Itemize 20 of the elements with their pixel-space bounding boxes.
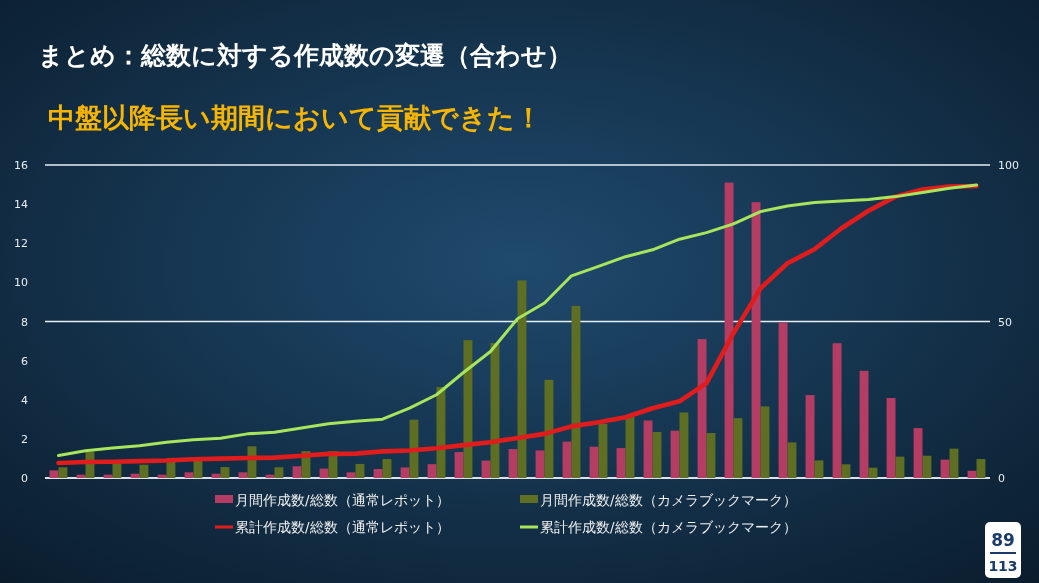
legend-label: 月間作成数/総数（通常レポット） bbox=[235, 492, 450, 508]
y-tick-label: 10 bbox=[14, 276, 28, 290]
chart-title: まとめ：総数に対する作成数の変遷（合わせ） bbox=[38, 41, 572, 70]
text: 89 bbox=[991, 530, 1015, 550]
y-tick-label: 0 bbox=[21, 472, 28, 485]
text: 113 bbox=[988, 558, 1018, 574]
y-tick-label: 16 bbox=[14, 159, 28, 172]
y-tick-label: 12 bbox=[14, 237, 28, 251]
y2-tick-label: 100 bbox=[998, 159, 1019, 172]
chart-subtitle: 中盤以降長い期間において貢献できた！ bbox=[48, 102, 542, 133]
y-tick-label: 14 bbox=[14, 198, 28, 212]
y-tick-label: 2 bbox=[21, 432, 28, 446]
legend-label: 月間作成数/総数（カメラブックマーク） bbox=[540, 492, 797, 508]
legend-label: 累計作成数/総数（通常レポット） bbox=[235, 519, 450, 535]
y2-tick-label: 0 bbox=[998, 472, 1005, 485]
y-tick-label: 4 bbox=[21, 393, 28, 407]
legend-label: 累計作成数/総数（カメラブックマーク） bbox=[540, 519, 797, 535]
y2-tick-label: 50 bbox=[998, 315, 1012, 329]
y-tick-label: 6 bbox=[21, 354, 28, 368]
y-tick-label: 8 bbox=[21, 315, 28, 329]
